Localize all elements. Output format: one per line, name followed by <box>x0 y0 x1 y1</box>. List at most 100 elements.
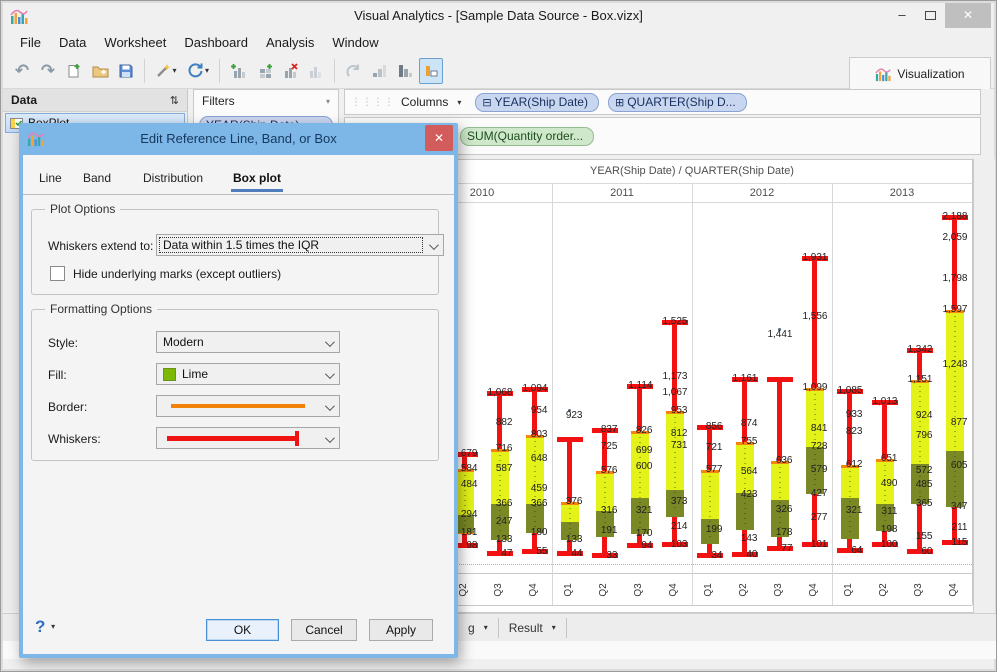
plot-options-group: Plot Options Whiskers extend to: Data wi… <box>31 202 444 295</box>
visualization-icon <box>875 67 892 81</box>
chevron-down-icon <box>324 369 335 380</box>
whisker-cap-sample <box>295 430 299 446</box>
toolbar-separator <box>144 58 145 83</box>
collapse-icon[interactable]: ⊟ <box>482 96 492 109</box>
tab-separator <box>497 617 499 638</box>
redo-button[interactable]: ↷ <box>36 58 60 84</box>
sheet-tab-processing[interactable]: g ▾ <box>458 614 498 641</box>
add-dashboard-button[interactable] <box>252 58 276 84</box>
open-folder-icon <box>92 66 108 77</box>
sort-descending-button[interactable] <box>393 58 417 84</box>
swap-icon <box>346 64 359 77</box>
dialog-app-icon <box>27 132 44 147</box>
menu-window[interactable]: Window <box>332 34 379 50</box>
duplicate-sheet-button[interactable] <box>304 58 328 84</box>
whiskers-style-select[interactable] <box>156 427 340 449</box>
border-select[interactable] <box>156 395 340 417</box>
sort-descending-icon <box>398 65 412 77</box>
dropdown-arrow-icon: ▾ <box>204 66 209 75</box>
plot-options-legend: Plot Options <box>45 202 121 216</box>
menu-bar: File Data Worksheet Dashboard Analysis Window <box>1 31 996 53</box>
maximize-button[interactable] <box>917 3 943 28</box>
dialog-tab-band[interactable]: Band <box>83 171 112 185</box>
wand-icon <box>157 63 171 77</box>
sort-ascending-icon <box>372 65 386 77</box>
add-dashboard-icon <box>259 63 272 78</box>
columns-pill-year[interactable]: ⊟ YEAR(Ship Date) <box>475 92 599 112</box>
new-workbook-button[interactable] <box>62 58 86 84</box>
visualization-tab[interactable]: Visualization <box>849 57 991 89</box>
focus-outline <box>159 237 423 253</box>
border-label: Border: <box>48 400 88 414</box>
columns-pill-quarter[interactable]: ⊞ QUARTER(Ship D... <box>607 92 747 112</box>
menu-file[interactable]: File <box>20 34 41 50</box>
dialog-tab-line[interactable]: Line <box>39 171 62 185</box>
swap-axes-button[interactable] <box>341 58 365 84</box>
open-button[interactable] <box>88 58 112 84</box>
toolbar-separator <box>334 58 335 83</box>
expand-icon[interactable]: ⊞ <box>614 96 625 109</box>
delete-sheet-button[interactable] <box>278 58 302 84</box>
pill-label: QUARTER(Ship D... <box>627 94 736 109</box>
rows-pill-label: SUM(Quantity order... <box>467 128 584 143</box>
hide-marks-checkbox[interactable] <box>50 266 65 281</box>
dialog-close-button[interactable]: ✕ <box>425 125 453 151</box>
help-button[interactable]: ? ▾ <box>35 617 55 637</box>
bar-chart-icon <box>309 66 321 78</box>
dialog-tab-box-plot[interactable]: Box plot <box>231 167 283 192</box>
columns-shelf: ⋮⋮⋮⋮ Columns ▾ ⊟ YEAR(Ship Date) ⊞ QUARTER(… <box>344 89 981 115</box>
data-panel-header: Data ⇅ <box>3 89 187 112</box>
redo-icon: ↷ <box>40 60 56 80</box>
cancel-button[interactable]: Cancel <box>291 619 357 641</box>
ok-button[interactable]: OK <box>206 619 279 641</box>
chevron-down-icon <box>324 433 335 444</box>
style-select[interactable]: Modern <box>156 331 340 353</box>
maximize-icon <box>924 11 936 20</box>
dialog-title: Edit Reference Line, Band, or Box <box>140 131 337 146</box>
dialog-body: Line Band Distribution Box plot Plot Option… <box>23 155 454 654</box>
sheet-tab-result[interactable]: Result ▾ <box>499 614 566 641</box>
dialog-titlebar: Edit Reference Line, Band, or Box ✕ <box>19 123 458 155</box>
hide-marks-label: Hide underlying marks (except outliers) <box>73 267 282 281</box>
sort-toggle-icon[interactable]: ⇅ <box>169 94 179 107</box>
whiskers-extend-label: Whiskers extend to: <box>48 239 154 253</box>
border-line-sample <box>171 404 305 408</box>
add-worksheet-button[interactable] <box>226 58 250 84</box>
menu-worksheet[interactable]: Worksheet <box>104 34 167 50</box>
close-button[interactable]: ✕ <box>945 3 991 28</box>
whiskers-extend-select[interactable]: Data within 1.5 times the IQR <box>156 234 444 256</box>
minimize-button[interactable]: – <box>898 7 906 22</box>
dropdown-arrow-icon: ▾ <box>457 97 462 107</box>
titlebar: Visual Analytics - [Sample Data Source -… <box>1 1 996 31</box>
undo-icon: ↶ <box>14 60 30 80</box>
refresh-button[interactable]: ▾ <box>183 58 213 84</box>
refresh-icon <box>188 63 203 78</box>
dialog-tabs: Line Band Distribution Box plot <box>23 165 454 195</box>
filters-label: Filters <box>202 94 235 108</box>
rows-pill-sum-quantity[interactable]: SUM(Quantity order... <box>460 126 595 146</box>
menu-analysis[interactable]: Analysis <box>265 34 315 50</box>
menu-data[interactable]: Data <box>58 34 87 50</box>
new-document-icon <box>68 63 80 77</box>
dialog-tab-distribution[interactable]: Distribution <box>143 171 204 185</box>
menu-dashboard[interactable]: Dashboard <box>184 34 248 50</box>
dropdown-arrow-icon: ▾ <box>551 623 556 632</box>
sheet-tab-label: Result <box>508 620 543 635</box>
save-button[interactable] <box>114 58 138 84</box>
fill-select[interactable]: Lime <box>156 363 340 385</box>
sort-ascending-button[interactable] <box>367 58 391 84</box>
columns-pills: ⊟ YEAR(Ship Date) ⊞ QUARTER(Ship D... <box>475 92 755 112</box>
apply-button[interactable]: Apply <box>369 619 433 641</box>
formatting-options-group: Formatting Options Style: Modern Fill: L… <box>31 302 439 461</box>
edit-reference-line-dialog: Edit Reference Line, Band, or Box ✕ Line… <box>19 123 458 658</box>
format-wand-button[interactable]: ▾ <box>151 58 181 84</box>
chart-right-gutter <box>974 159 995 613</box>
whiskers-style-label: Whiskers: <box>48 432 101 446</box>
undo-button[interactable]: ↶ <box>10 58 34 84</box>
show-mark-labels-button[interactable] <box>419 57 443 84</box>
fill-label: Fill: <box>48 368 67 382</box>
style-label: Style: <box>48 336 79 350</box>
data-panel-title: Data <box>11 93 38 107</box>
filters-header[interactable]: Filters ▾ <box>194 90 338 112</box>
